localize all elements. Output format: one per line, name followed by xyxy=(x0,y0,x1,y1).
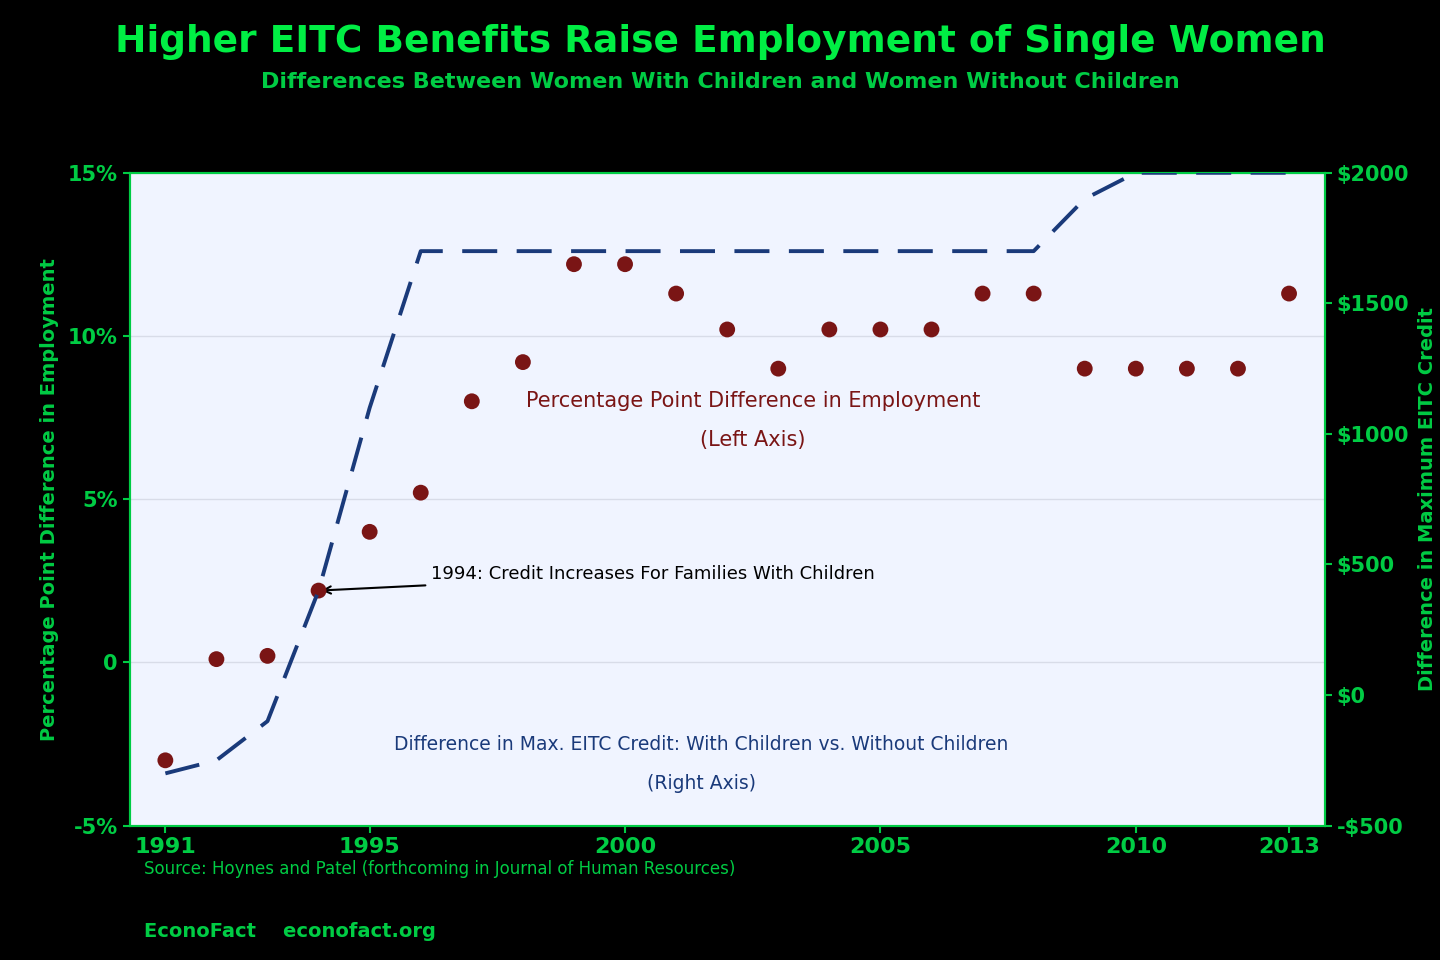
Y-axis label: Percentage Point Difference in Employment: Percentage Point Difference in Employmen… xyxy=(40,258,59,740)
Text: (Left Axis): (Left Axis) xyxy=(700,430,805,450)
Point xyxy=(818,322,841,337)
Point xyxy=(1277,286,1300,301)
Point xyxy=(1125,361,1148,376)
Point xyxy=(409,485,432,500)
Point xyxy=(920,322,943,337)
Text: 1994: Credit Increases For Families With Children: 1994: Credit Increases For Families With… xyxy=(324,565,874,593)
Point xyxy=(461,394,484,409)
Text: Differences Between Women With Children and Women Without Children: Differences Between Women With Children … xyxy=(261,72,1179,92)
Point xyxy=(766,361,789,376)
Text: Percentage Point Difference in Employment: Percentage Point Difference in Employmen… xyxy=(526,392,981,411)
Y-axis label: Difference in Maximum EITC Credit: Difference in Maximum EITC Credit xyxy=(1417,307,1437,691)
Point xyxy=(1073,361,1096,376)
Point xyxy=(204,652,228,667)
Point xyxy=(307,583,330,598)
Point xyxy=(511,354,534,370)
Point xyxy=(1175,361,1198,376)
Point xyxy=(716,322,739,337)
Point xyxy=(154,753,177,768)
Point xyxy=(1227,361,1250,376)
Point xyxy=(1022,286,1045,301)
Point xyxy=(563,256,586,272)
Point xyxy=(613,256,636,272)
Point xyxy=(256,648,279,663)
Point xyxy=(868,322,891,337)
Text: (Right Axis): (Right Axis) xyxy=(647,774,756,793)
Text: EconoFact    econofact.org: EconoFact econofact.org xyxy=(144,922,436,941)
Text: Source: Hoynes and Patel (forthcoming in Journal of Human Resources): Source: Hoynes and Patel (forthcoming in… xyxy=(144,860,736,878)
Point xyxy=(971,286,994,301)
Text: Higher EITC Benefits Raise Employment of Single Women: Higher EITC Benefits Raise Employment of… xyxy=(115,24,1325,60)
Text: Difference in Max. EITC Credit: With Children vs. Without Children: Difference in Max. EITC Credit: With Chi… xyxy=(395,734,1009,754)
Point xyxy=(359,524,382,540)
Point xyxy=(665,286,688,301)
